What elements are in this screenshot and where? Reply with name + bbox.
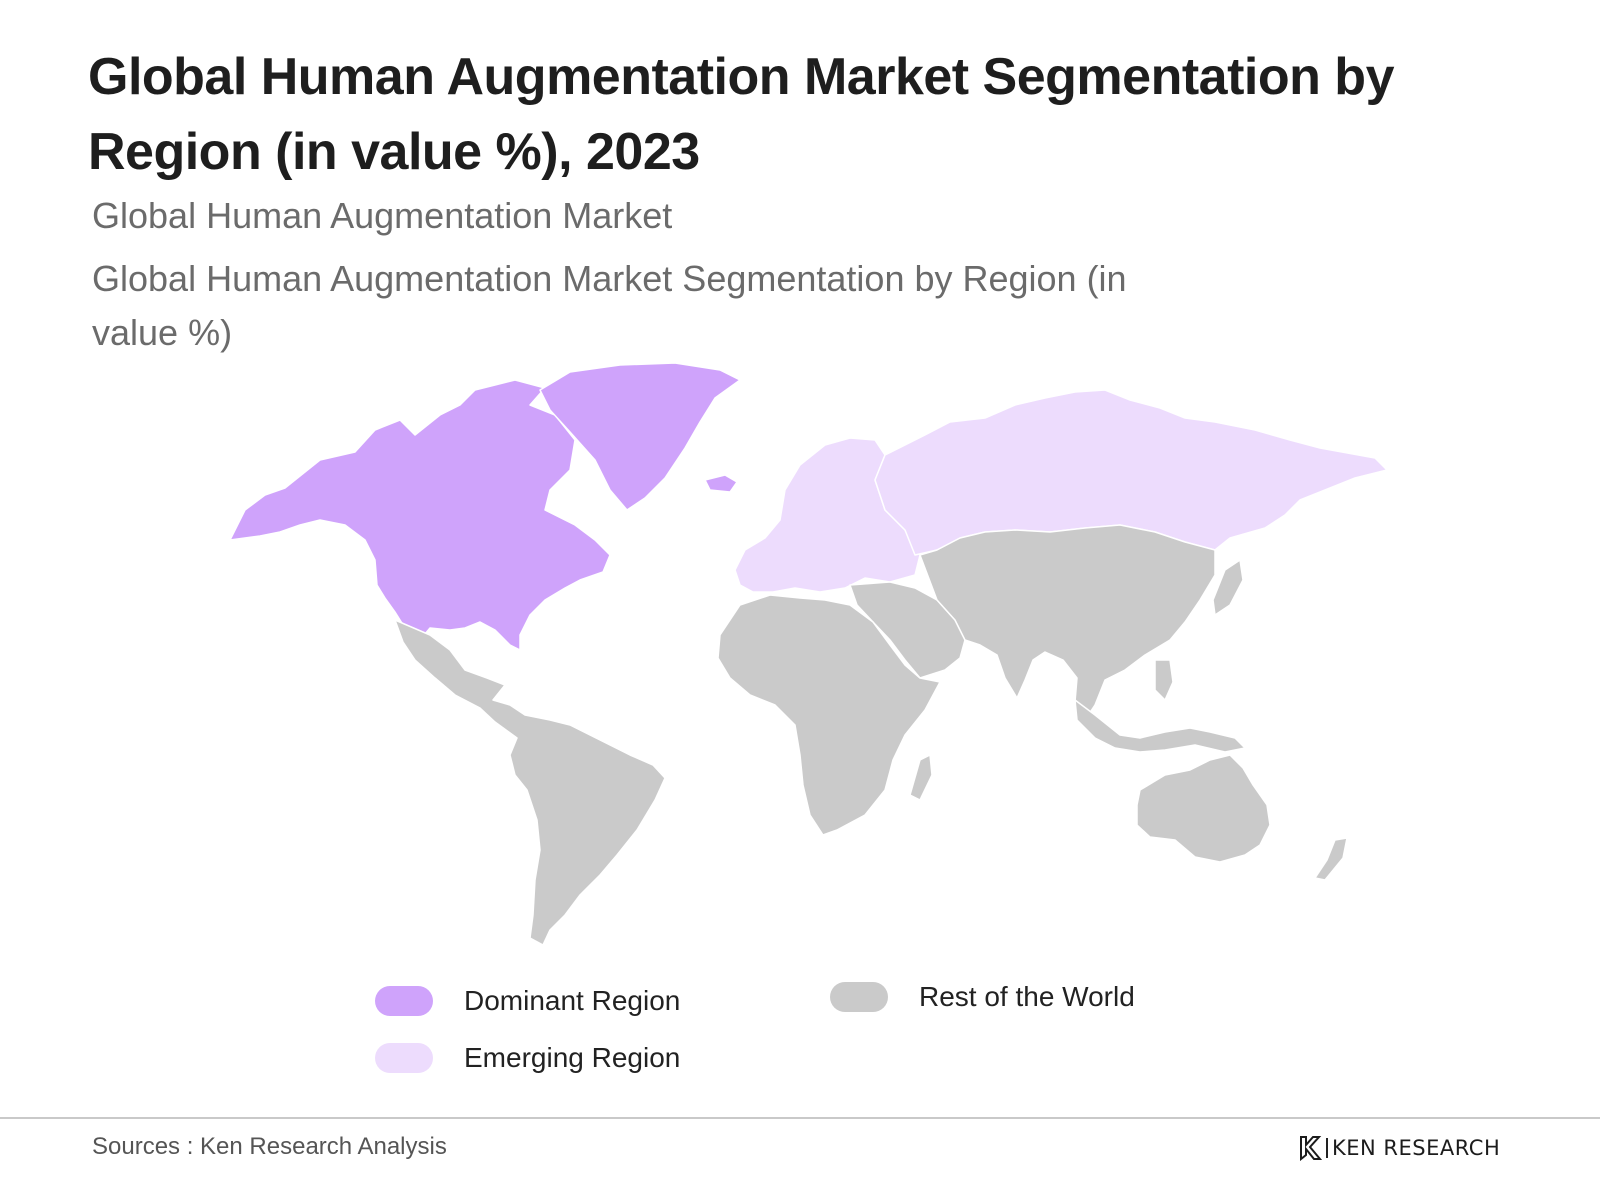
- region-africa: [717, 594, 941, 836]
- region-madagascar: [909, 754, 933, 801]
- chart-title: Global Human Augmentation Market Segment…: [88, 48, 1395, 181]
- region-iceland: [704, 474, 738, 493]
- legend-emerging-label: Emerging Region: [464, 1042, 681, 1073]
- region-indonesia: [1074, 699, 1246, 753]
- brand-name: KEN RESEARCH: [1332, 1136, 1501, 1160]
- region-asia: [919, 524, 1216, 721]
- legend-rest-label: Rest of the World: [919, 981, 1135, 1012]
- region-japan: [1212, 559, 1244, 616]
- region-oceania: [1136, 754, 1271, 863]
- region-new-zealand: [1314, 837, 1348, 881]
- world-map: [229, 362, 1388, 946]
- legend-dominant-swatch: [375, 986, 433, 1016]
- legend-emerging: Emerging Region: [375, 1042, 680, 1074]
- source-note: Sources : Ken Research Analysis: [92, 1133, 447, 1160]
- region-greenland: [539, 362, 741, 511]
- ken-research-logo: KEN RESEARCH: [1298, 1135, 1500, 1161]
- region-latin-america: [394, 619, 666, 946]
- subtitle-market: Global Human Augmentation Market: [92, 195, 673, 236]
- footer-divider: [0, 1117, 1600, 1119]
- legend-dominant: Dominant Region: [375, 985, 680, 1017]
- region-philippines: [1154, 659, 1174, 701]
- subtitle-segmentation: Global Human Augmentation Market Segment…: [92, 258, 1127, 353]
- legend-rest: Rest of the World: [830, 981, 1135, 1013]
- legend-emerging-swatch: [375, 1043, 433, 1073]
- legend-rest-swatch: [830, 982, 888, 1012]
- region-north-america: [229, 379, 611, 651]
- legend-dominant-label: Dominant Region: [464, 985, 681, 1016]
- ken-research-k-icon: [1300, 1136, 1322, 1161]
- brand-separator: [1326, 1138, 1328, 1158]
